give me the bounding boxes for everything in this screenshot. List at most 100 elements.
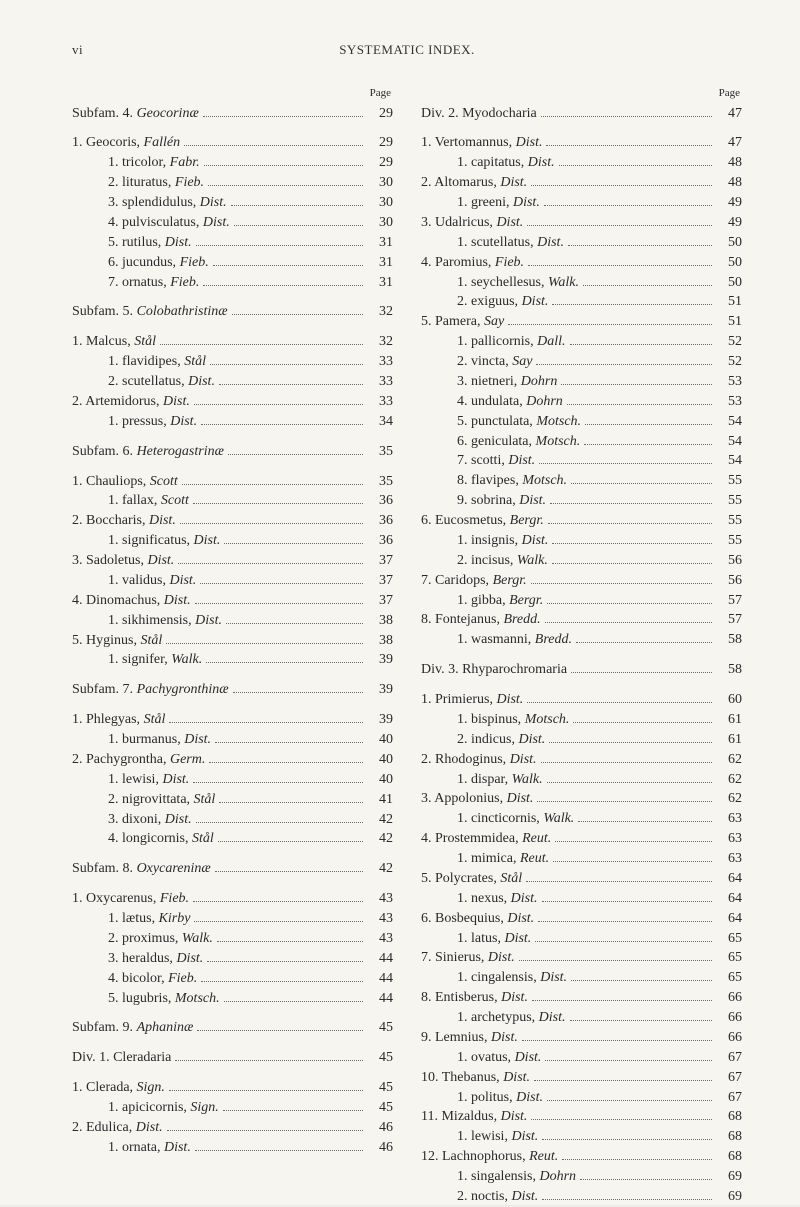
index-entry: 12. Lachnophorus, Reut. 68 bbox=[421, 1147, 742, 1167]
entry-label: 8. Fontejanus, Bredd. bbox=[421, 610, 541, 630]
leader-dots bbox=[552, 304, 712, 305]
leader-dots bbox=[526, 881, 712, 882]
index-entry: 3. Appolonius, Dist.62 bbox=[421, 789, 742, 809]
index-entry: 8. Entisberus, Dist.66 bbox=[421, 988, 742, 1008]
entry-label: 1. fallax, Scott bbox=[108, 491, 189, 511]
leader-dots bbox=[571, 483, 712, 484]
index-entry: 4. longicornis, Stål42 bbox=[72, 829, 393, 849]
entry-label: 3. Appolonius, Dist. bbox=[421, 789, 533, 809]
index-entry: 11. Mizaldus, Dist.68 bbox=[421, 1107, 742, 1127]
entry-page: 42 bbox=[367, 829, 393, 849]
index-entry: Subfam. 8. Oxycareninæ42 bbox=[72, 859, 393, 879]
leader-dots bbox=[234, 225, 363, 226]
leader-dots bbox=[536, 364, 712, 365]
entry-page: 48 bbox=[716, 153, 742, 173]
index-entry: 3. dixoni, Dist.42 bbox=[72, 810, 393, 830]
index-entry: 6. Bosbequius, Dist.64 bbox=[421, 909, 742, 929]
index-entry: 9. sobrina, Dist.55 bbox=[421, 491, 742, 511]
entry-label: 1. dispar, Walk. bbox=[457, 770, 543, 790]
entry-label: Div. 1. Cleradaria bbox=[72, 1048, 171, 1068]
entry-label: 1. pallicornis, Dall. bbox=[457, 332, 566, 352]
leader-dots bbox=[167, 1130, 363, 1131]
entry-label: 11. Mizaldus, Dist. bbox=[421, 1107, 527, 1127]
entry-page: 29 bbox=[367, 153, 393, 173]
entry-label: Subfam. 5. Colobathristinæ bbox=[72, 302, 228, 322]
entry-page: 49 bbox=[716, 193, 742, 213]
entry-label: 1. Vertomannus, Dist. bbox=[421, 133, 542, 153]
index-entry: 2. indicus, Dist.61 bbox=[421, 730, 742, 750]
entry-label: 1. insignis, Dist. bbox=[457, 531, 548, 551]
index-entry: 1. Phlegyas, Stål39 bbox=[72, 710, 393, 730]
index-entry: 7. ornatus, Fieb.31 bbox=[72, 273, 393, 293]
leader-dots bbox=[184, 145, 363, 146]
leader-dots bbox=[169, 722, 363, 723]
leader-dots bbox=[219, 802, 363, 803]
index-entry: 4. Dinomachus, Dist.37 bbox=[72, 591, 393, 611]
entry-label: 2. Rhodoginus, Dist. bbox=[421, 750, 537, 770]
entry-page: 52 bbox=[716, 332, 742, 352]
index-entry: 4. undulata, Dohrn53 bbox=[421, 392, 742, 412]
index-entry: 1. archetypus, Dist.66 bbox=[421, 1008, 742, 1028]
entry-page: 54 bbox=[716, 451, 742, 471]
index-entry: 1. bispinus, Motsch.61 bbox=[421, 710, 742, 730]
entry-page: 41 bbox=[367, 790, 393, 810]
index-entry: 1. singalensis, Dohrn69 bbox=[421, 1167, 742, 1187]
entry-page: 30 bbox=[367, 173, 393, 193]
index-entry: 2. nigrovittata, Stål41 bbox=[72, 790, 393, 810]
entry-label: 12. Lachnophorus, Reut. bbox=[421, 1147, 558, 1167]
entry-page: 42 bbox=[367, 859, 393, 879]
entry-label: 1. nexus, Dist. bbox=[457, 889, 538, 909]
entry-page: 49 bbox=[716, 213, 742, 233]
index-entry: 8. flavipes, Motsch.55 bbox=[421, 471, 742, 491]
entry-label: 1. Oxycarenus, Fieb. bbox=[72, 889, 189, 909]
index-entry: 4. bicolor, Fieb.44 bbox=[72, 969, 393, 989]
leader-dots bbox=[571, 672, 712, 673]
leader-dots bbox=[583, 285, 712, 286]
entry-page: 45 bbox=[367, 1018, 393, 1038]
entry-label: 5. punctulata, Motsch. bbox=[457, 412, 581, 432]
entry-label: Div. 2. Myodocharia bbox=[421, 104, 537, 124]
entry-label: 6. geniculata, Motsch. bbox=[457, 432, 580, 452]
entry-page: 38 bbox=[367, 611, 393, 631]
index-entry: 4. Prostemmidea, Reut.63 bbox=[421, 829, 742, 849]
leader-dots bbox=[550, 503, 712, 504]
entry-label: 1. lewisi, Dist. bbox=[108, 770, 189, 790]
index-entry: 2. noctis, Dist.69 bbox=[421, 1187, 742, 1207]
leader-dots bbox=[532, 1000, 712, 1001]
entry-page: 68 bbox=[716, 1147, 742, 1167]
leader-dots bbox=[578, 821, 712, 822]
leader-dots bbox=[208, 185, 363, 186]
entry-label: 3. splendidulus, Dist. bbox=[108, 193, 227, 213]
entry-page: 55 bbox=[716, 511, 742, 531]
index-entry: 1. cincticornis, Walk.63 bbox=[421, 809, 742, 829]
index-entry: 1. burmanus, Dist. 40 bbox=[72, 730, 393, 750]
page-label-left: Page bbox=[72, 86, 393, 102]
entry-label: 1. lætus, Kirby bbox=[108, 909, 190, 929]
leader-dots bbox=[209, 762, 363, 763]
page-number: vi bbox=[72, 42, 112, 58]
entry-label: 2. Artemidorus, Dist. bbox=[72, 392, 190, 412]
entry-page: 40 bbox=[367, 730, 393, 750]
index-entry: 5. rutilus, Dist.31 bbox=[72, 233, 393, 253]
index-entry: 7. scotti, Dist.54 bbox=[421, 451, 742, 471]
leader-dots bbox=[180, 523, 363, 524]
page: vi SYSTEMATIC INDEX. Page Subfam. 4. Geo… bbox=[0, 0, 800, 1205]
index-entry: 1. significatus, Dist.36 bbox=[72, 531, 393, 551]
leader-dots bbox=[233, 692, 363, 693]
entry-label: 3. Sadoletus, Dist. bbox=[72, 551, 174, 571]
leader-dots bbox=[538, 921, 712, 922]
entry-label: 1. capitatus, Dist. bbox=[457, 153, 555, 173]
entry-page: 39 bbox=[367, 680, 393, 700]
entry-label: 1. bispinus, Motsch. bbox=[457, 710, 569, 730]
leader-dots bbox=[545, 1060, 712, 1061]
index-entry: 1. mimica, Reut.63 bbox=[421, 849, 742, 869]
leader-dots bbox=[570, 344, 713, 345]
entry-page: 33 bbox=[367, 352, 393, 372]
entry-label: 1. pressus, Dist. bbox=[108, 412, 197, 432]
entry-label: 1. burmanus, Dist. bbox=[108, 730, 211, 750]
entry-page: 45 bbox=[367, 1048, 393, 1068]
index-entry: 1. insignis, Dist.55 bbox=[421, 531, 742, 551]
entry-label: 1. tricolor, Fabr. bbox=[108, 153, 200, 173]
entry-page: 56 bbox=[716, 571, 742, 591]
index-entry: 3. Sadoletus, Dist.37 bbox=[72, 551, 393, 571]
